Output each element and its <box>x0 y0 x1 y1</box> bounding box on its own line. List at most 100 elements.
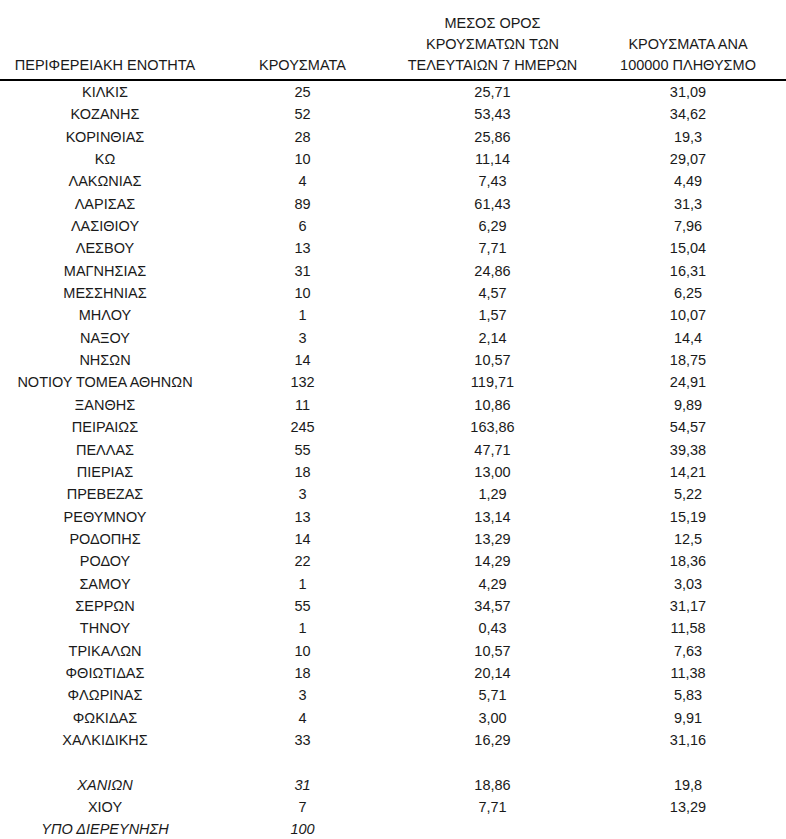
table-row: ΛΑΣΙΘΙΟΥ66,297,96 <box>0 215 786 237</box>
per100k-cell: 14,21 <box>590 461 786 483</box>
avg7-cell: 5,71 <box>395 684 590 706</box>
cases-cell: 1 <box>210 304 395 326</box>
region-cell: ΜΗΛΟΥ <box>0 304 210 326</box>
per100k-cell: 5,83 <box>590 684 786 706</box>
avg7-cell: 7,71 <box>395 796 590 818</box>
cases-cell: 33 <box>210 729 395 751</box>
table-header: ΠΕΡΙΦΕΡΕΙΑΚΗ ΕΝΟΤΗΤΑ ΚΡΟΥΣΜΑΤΑ ΜΕΣΟΣ ΟΡΟΣ Κ… <box>0 0 786 80</box>
avg7-cell <box>395 818 590 839</box>
per100k-cell: 3,03 <box>590 573 786 595</box>
per100k-cell: 19,8 <box>590 774 786 796</box>
avg7-cell: 6,29 <box>395 215 590 237</box>
table-header-row: ΠΕΡΙΦΕΡΕΙΑΚΗ ΕΝΟΤΗΤΑ ΚΡΟΥΣΜΑΤΑ ΜΕΣΟΣ ΟΡΟΣ Κ… <box>0 0 786 80</box>
region-cell: ΛΑΡΙΣΑΣ <box>0 193 210 215</box>
per100k-cell: 7,96 <box>590 215 786 237</box>
avg7-cell: 1,29 <box>395 483 590 505</box>
avg7-cell: 25,71 <box>395 80 590 103</box>
cases-cell: 55 <box>210 595 395 617</box>
region-cell: ΜΕΣΣΗΝΙΑΣ <box>0 282 210 304</box>
cases-cell: 100 <box>210 818 395 839</box>
per100k-cell: 31,3 <box>590 193 786 215</box>
avg7-cell: 61,43 <box>395 193 590 215</box>
per100k-cell: 12,5 <box>590 528 786 550</box>
avg7-cell: 1,57 <box>395 304 590 326</box>
region-cell: ΦΘΙΩΤΙΔΑΣ <box>0 662 210 684</box>
per100k-cell: 18,75 <box>590 349 786 371</box>
avg7-cell: 4,29 <box>395 573 590 595</box>
per100k-cell: 13,29 <box>590 796 786 818</box>
table-row: ΛΑΚΩΝΙΑΣ47,434,49 <box>0 170 786 192</box>
cases-cell: 3 <box>210 684 395 706</box>
region-cell: ΛΕΣΒΟΥ <box>0 237 210 259</box>
per100k-cell: 31,16 <box>590 729 786 751</box>
table-row: ΚΩ1011,1429,07 <box>0 148 786 170</box>
cases-cell: 22 <box>210 550 395 572</box>
table-row: ΜΗΛΟΥ11,5710,07 <box>0 304 786 326</box>
region-cell: ΤΡΙΚΑΛΩΝ <box>0 640 210 662</box>
per100k-cell: 31,17 <box>590 595 786 617</box>
column-header-line: ΚΡΟΥΣΜΑΤΑ <box>259 57 346 73</box>
region-cell: ΞΑΝΘΗΣ <box>0 394 210 416</box>
column-header-line: ΜΕΣΟΣ ΟΡΟΣ <box>444 15 540 31</box>
column-header-line: 100000 ΠΛΗΘΥΣΜΟ <box>620 57 756 73</box>
region-cell: ΚΩ <box>0 148 210 170</box>
cases-cell: 11 <box>210 394 395 416</box>
column-header-line: ΚΡΟΥΣΜΑΤΩΝ ΤΩΝ <box>426 36 559 52</box>
region-cell: ΡΟΔΟΥ <box>0 550 210 572</box>
table-row: ΜΕΣΣΗΝΙΑΣ104,576,25 <box>0 282 786 304</box>
cases-cell: 10 <box>210 282 395 304</box>
avg7-cell: 7,43 <box>395 170 590 192</box>
cases-cell: 10 <box>210 148 395 170</box>
table-row: ΛΑΡΙΣΑΣ8961,4331,3 <box>0 193 786 215</box>
avg7-cell: 4,57 <box>395 282 590 304</box>
cases-cell: 7 <box>210 796 395 818</box>
table-row: ΠΡΕΒΕΖΑΣ31,295,22 <box>0 483 786 505</box>
table-row: ΚΟΖΑΝΗΣ5253,4334,62 <box>0 103 786 125</box>
table-row: ΛΕΣΒΟΥ137,7115,04 <box>0 237 786 259</box>
cases-cell: 28 <box>210 126 395 148</box>
column-header-cases: ΚΡΟΥΣΜΑΤΑ <box>210 0 395 80</box>
region-cell: ΠΕΛΛΑΣ <box>0 439 210 461</box>
table-body: ΚΙΛΚΙΣ2525,7131,09ΚΟΖΑΝΗΣ5253,4334,62ΚΟΡ… <box>0 80 786 839</box>
table-row: ΦΩΚΙΔΑΣ43,009,91 <box>0 707 786 729</box>
table-row: ΠΙΕΡΙΑΣ1813,0014,21 <box>0 461 786 483</box>
table-row: ΦΛΩΡΙΝΑΣ35,715,83 <box>0 684 786 706</box>
region-cell: ΜΑΓΝΗΣΙΑΣ <box>0 260 210 282</box>
avg7-cell: 10,57 <box>395 349 590 371</box>
cases-cell: 25 <box>210 80 395 103</box>
region-cell: ΝΗΣΩΝ <box>0 349 210 371</box>
region-cell: ΛΑΚΩΝΙΑΣ <box>0 170 210 192</box>
avg7-cell: 10,86 <box>395 394 590 416</box>
table-row: ΤΗΝΟΥ10,4311,58 <box>0 617 786 639</box>
region-cell: ΣΕΡΡΩΝ <box>0 595 210 617</box>
cases-cell: 18 <box>210 662 395 684</box>
cases-cell: 14 <box>210 528 395 550</box>
region-cell: ΠΡΕΒΕΖΑΣ <box>0 483 210 505</box>
avg7-cell: 163,86 <box>395 416 590 438</box>
per100k-cell: 6,25 <box>590 282 786 304</box>
table-row: ΣΑΜΟΥ14,293,03 <box>0 573 786 595</box>
table-row: ΦΘΙΩΤΙΔΑΣ1820,1411,38 <box>0 662 786 684</box>
region-cell: ΝΑΞΟΥ <box>0 327 210 349</box>
cases-cell: 4 <box>210 170 395 192</box>
table-row: ΝΗΣΩΝ1410,5718,75 <box>0 349 786 371</box>
per100k-cell: 34,62 <box>590 103 786 125</box>
table-row: ΡΟΔΟΠΗΣ1413,2912,5 <box>0 528 786 550</box>
region-cell: ΡΟΔΟΠΗΣ <box>0 528 210 550</box>
table-row: ΞΑΝΘΗΣ1110,869,89 <box>0 394 786 416</box>
cases-cell: 1 <box>210 617 395 639</box>
per100k-cell: 16,31 <box>590 260 786 282</box>
avg7-cell: 13,14 <box>395 506 590 528</box>
column-header-line: ΤΕΛΕΥΤΑΙΩΝ 7 ΗΜΕΡΩΝ <box>408 57 578 73</box>
per100k-cell: 11,58 <box>590 617 786 639</box>
column-header-region: ΠΕΡΙΦΕΡΕΙΑΚΗ ΕΝΟΤΗΤΑ <box>0 0 210 80</box>
column-header-per100k: ΚΡΟΥΣΜΑΤΑ ΑΝΑ100000 ΠΛΗΘΥΣΜΟ <box>590 0 786 80</box>
table-row: ΧΑΛΚΙΔΙΚΗΣ3316,2931,16 <box>0 729 786 751</box>
avg7-cell: 24,86 <box>395 260 590 282</box>
report-table-page: ΠΕΡΙΦΕΡΕΙΑΚΗ ΕΝΟΤΗΤΑ ΚΡΟΥΣΜΑΤΑ ΜΕΣΟΣ ΟΡΟΣ Κ… <box>0 0 786 839</box>
table-row: ΥΠΟ ΔΙΕΡΕΥΝΗΣΗ100 <box>0 818 786 839</box>
table-row: ΠΕΛΛΑΣ5547,7139,38 <box>0 439 786 461</box>
cases-cell: 4 <box>210 707 395 729</box>
per100k-cell: 7,63 <box>590 640 786 662</box>
per100k-cell: 19,3 <box>590 126 786 148</box>
